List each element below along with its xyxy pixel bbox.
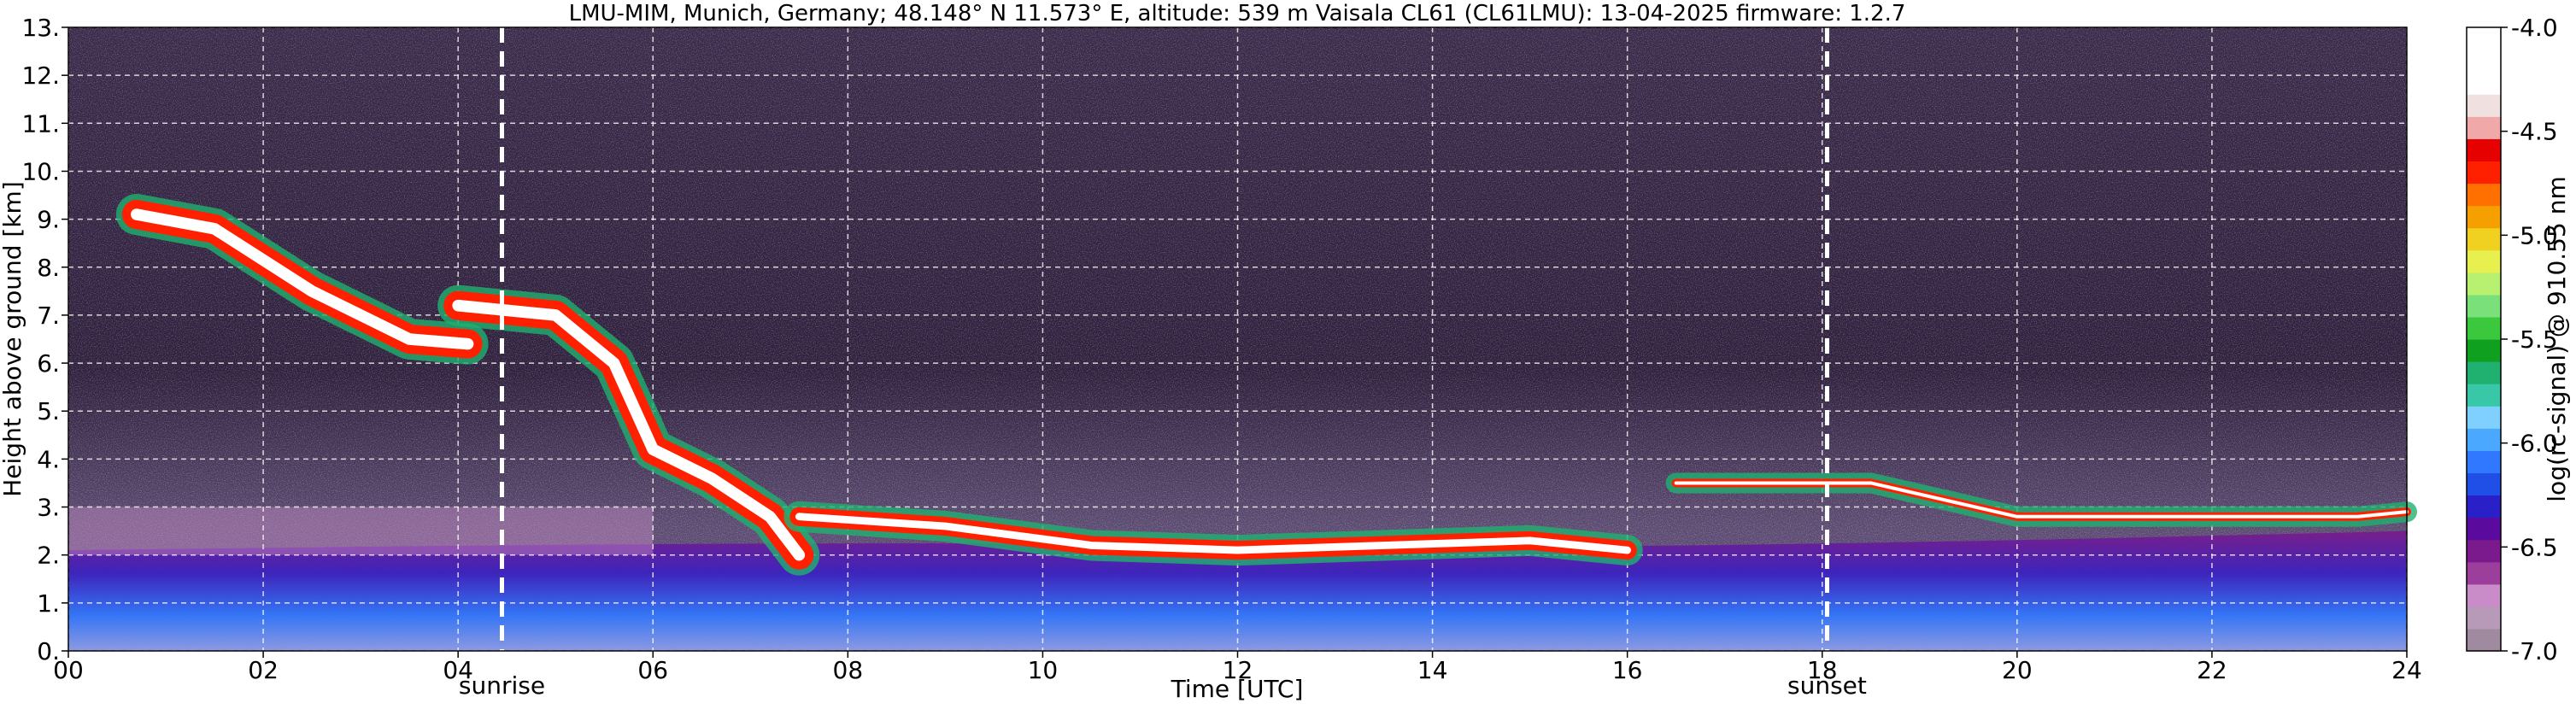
- colorbar-tick-label: -7.0: [2511, 637, 2558, 665]
- colorbar-tick-label: -4.0: [2511, 14, 2558, 42]
- colorbar-segment: [2467, 138, 2501, 162]
- x-tick-label: 00: [53, 656, 84, 684]
- colorbar-segment: [2467, 606, 2501, 630]
- colorbar-segment: [2467, 628, 2501, 652]
- x-axis-label: Time [UTC]: [1171, 675, 1304, 703]
- colorbar-segment: [2467, 27, 2501, 50]
- y-tick-label: 6.: [37, 349, 60, 378]
- colorbar-segment: [2467, 50, 2501, 73]
- x-tick-label: 12: [1223, 656, 1253, 684]
- y-tick-label: 11.: [21, 109, 60, 138]
- y-tick-label: 13.: [21, 14, 60, 42]
- x-tick-label: 16: [1612, 656, 1643, 684]
- colorbar-tick-label: -4.5: [2511, 118, 2558, 146]
- colorbar-tick-label: -5.5: [2511, 325, 2558, 354]
- x-tick-label: 06: [637, 656, 668, 684]
- colorbar-segment: [2467, 249, 2501, 273]
- cloud-layer-core-3: [1674, 481, 2409, 519]
- x-tick-label: 02: [248, 656, 279, 684]
- colorbar-segment: [2467, 495, 2501, 519]
- colorbar-segment: [2467, 517, 2501, 541]
- colorbar-segment: [2467, 161, 2501, 185]
- chart-title: LMU-MIM, Munich, Germany; 48.148° N 11.5…: [569, 1, 1906, 26]
- y-tick-label: 8.: [37, 254, 60, 282]
- colorbar-segment: [2467, 361, 2501, 384]
- residual-layer: [68, 507, 654, 555]
- colorbar-segment: [2467, 316, 2501, 340]
- colorbar-segment: [2467, 406, 2501, 429]
- y-tick-label: 1.: [37, 589, 60, 618]
- y-tick-label: 12.: [21, 62, 60, 90]
- colorbar-segment: [2467, 272, 2501, 296]
- y-tick-label: 3.: [37, 494, 60, 522]
- colorbar-segment: [2467, 472, 2501, 496]
- x-tick-label: 04: [443, 656, 473, 684]
- colorbar-segment: [2467, 339, 2501, 362]
- x-tick-label: 18: [1807, 656, 1838, 684]
- colorbar-segment: [2467, 428, 2501, 451]
- y-axis-label: Height above ground [km]: [0, 181, 26, 497]
- x-tick-label: 14: [1417, 656, 1448, 684]
- cloud-layer-core-0: [131, 208, 474, 350]
- colorbar-tick-label: -6.5: [2511, 533, 2558, 561]
- y-tick-label: 2.: [37, 542, 60, 570]
- colorbar-segment: [2467, 539, 2501, 563]
- y-tick-label: 10.: [21, 157, 60, 185]
- colorbar-segment: [2467, 227, 2501, 251]
- x-tick-label: 20: [2002, 656, 2033, 684]
- colorbar-segment: [2467, 205, 2501, 229]
- colorbar-segment: [2467, 294, 2501, 318]
- x-tick-label: 10: [1028, 656, 1059, 684]
- colorbar-tick-label: -6.0: [2511, 430, 2558, 458]
- y-tick-label: 0.: [37, 637, 60, 665]
- colorbar-segment: [2467, 583, 2501, 607]
- y-tick-label: 4.: [37, 445, 60, 473]
- cloud-layer-core-2: [795, 513, 1632, 554]
- annotation-label: sunset: [1787, 671, 1867, 700]
- x-tick-label: 08: [833, 656, 864, 684]
- annotation-label: sunrise: [459, 671, 545, 700]
- colorbar-label: log(rc-signal) @ 910.55 nm: [2543, 176, 2571, 501]
- colorbar-tick-label: -5.0: [2511, 221, 2558, 249]
- x-tick-label: 22: [2197, 656, 2227, 684]
- colorbar-segment: [2467, 94, 2501, 117]
- x-tick-label: 24: [2391, 656, 2422, 684]
- colorbar-segment: [2467, 72, 2501, 95]
- colorbar-segment: [2467, 450, 2501, 474]
- y-tick-label: 9.: [37, 206, 60, 234]
- y-tick-label: 5.: [37, 397, 60, 425]
- colorbar-segment: [2467, 116, 2501, 139]
- y-tick-label: 7.: [37, 302, 60, 330]
- colorbar-segment: [2467, 183, 2501, 207]
- cloud-layer-core-1: [452, 299, 806, 561]
- colorbar-segment: [2467, 561, 2501, 585]
- colorbar-segment: [2467, 384, 2501, 407]
